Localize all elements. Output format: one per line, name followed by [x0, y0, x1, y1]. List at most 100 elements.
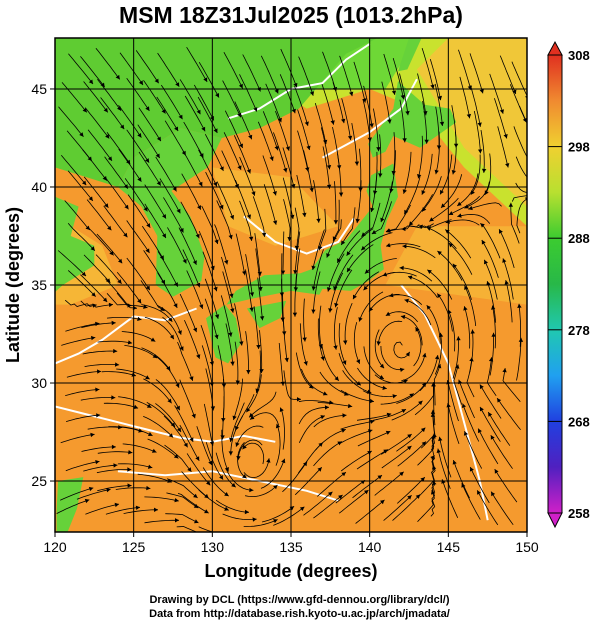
streamline: [431, 434, 435, 473]
streamline: [180, 201, 200, 239]
colorbar-tick-label: 278: [568, 323, 590, 338]
streamline-arrowhead: [258, 286, 263, 292]
streamline-arrowhead: [426, 226, 432, 231]
streamline: [105, 506, 141, 515]
streamline-arrowhead: [137, 298, 142, 304]
contour-north: [227, 43, 371, 120]
streamline-arrowhead: [256, 344, 261, 349]
streamline-arrowhead: [231, 482, 236, 488]
streamline-arrowhead: [415, 494, 421, 499]
streamline: [315, 429, 346, 451]
colorbar-min-arrow: [547, 512, 563, 529]
streamline-arrowhead: [497, 398, 502, 403]
streamline: [359, 148, 362, 192]
streamline: [380, 433, 412, 455]
streamline-arrowhead: [91, 335, 96, 341]
contour-south-2: [117, 470, 339, 502]
streamline-arrowhead: [408, 275, 413, 280]
streamline-arrowhead: [297, 397, 301, 402]
streamline-arrowhead: [343, 391, 349, 396]
streamline: [434, 332, 442, 375]
streamline: [65, 461, 100, 472]
streamline: [363, 346, 385, 380]
streamline: [205, 442, 224, 480]
streamline-arrowhead: [124, 204, 129, 210]
x-axis-label: Longitude (degrees): [204, 561, 377, 581]
streamline: [480, 222, 501, 259]
streamline: [116, 272, 142, 304]
streamline-arrowhead: [175, 383, 180, 388]
streamline: [298, 415, 326, 443]
streamline-arrowhead: [175, 518, 179, 523]
streamline: [245, 484, 278, 498]
streamline-arrowhead: [400, 94, 405, 100]
streamline: [399, 267, 433, 282]
streamline-arrowhead: [463, 306, 468, 311]
streamline-arrowhead: [173, 303, 178, 308]
streamline: [97, 340, 133, 344]
streamline-arrowhead: [481, 240, 486, 245]
streamline-arrowhead: [167, 398, 172, 404]
streamline: [155, 356, 180, 388]
streamline-arrowhead: [189, 437, 194, 442]
streamline-arrowhead: [427, 269, 432, 274]
streamline: [143, 378, 172, 404]
streamline: [156, 96, 179, 132]
streamline: [80, 274, 108, 303]
streamline: [340, 389, 375, 402]
streamline: [498, 229, 515, 269]
streamline: [164, 444, 192, 473]
streamline: [401, 352, 426, 382]
streamline: [118, 148, 142, 182]
streamline-arrowhead: [436, 448, 441, 453]
streamline: [487, 411, 511, 446]
streamline-arrowhead: [470, 329, 475, 334]
streamline: [434, 83, 443, 127]
streamline-arrowhead: [440, 189, 444, 195]
x-tick-label: 140: [358, 539, 382, 555]
x-tick-label: 120: [43, 539, 67, 555]
streamline: [242, 54, 261, 92]
streamline: [407, 276, 438, 298]
streamline-arrowhead: [145, 248, 150, 253]
streamline-arrowhead: [273, 485, 278, 490]
streamline-arrowhead: [192, 260, 197, 265]
streamline-arrowhead: [259, 316, 265, 321]
streamline: [225, 467, 254, 491]
streamline-arrowhead: [403, 379, 408, 384]
streamline: [80, 56, 106, 88]
streamline-arrowhead: [111, 444, 116, 450]
streamline: [223, 52, 243, 89]
streamline: [357, 367, 387, 389]
streamline-arrowhead: [311, 286, 316, 291]
streamline-arrowhead: [399, 367, 405, 372]
streamline: [186, 270, 203, 309]
streamline-arrowhead: [441, 479, 446, 484]
streamline-arrowhead: [334, 376, 339, 381]
streamline-arrowhead: [389, 188, 394, 193]
streamline: [57, 250, 87, 277]
streamline: [116, 292, 148, 309]
streamline: [380, 181, 393, 223]
streamline: [58, 106, 84, 137]
streamline: [67, 222, 96, 251]
streamline-arrowhead: [341, 472, 346, 477]
streamline-arrowhead: [326, 253, 331, 258]
streamline-arrowhead: [183, 442, 188, 448]
streamline-arrowhead: [81, 271, 86, 277]
streamline: [298, 406, 330, 425]
streamline-arrowhead: [505, 163, 510, 168]
streamline-arrowhead: [469, 357, 474, 362]
streamline-arrowhead: [347, 403, 353, 409]
streamline: [344, 302, 353, 345]
streamline-arrowhead: [463, 431, 468, 436]
streamline: [124, 178, 148, 212]
streamline-arrowhead: [409, 221, 414, 226]
streamline: [254, 233, 261, 276]
streamline-arrowhead: [452, 263, 457, 269]
streamline-arrowhead: [235, 425, 239, 431]
streamline: [399, 99, 406, 143]
streamline-arrowhead: [382, 385, 387, 390]
streamline-arrowhead: [194, 519, 199, 524]
streamline-arrowhead: [206, 533, 211, 537]
